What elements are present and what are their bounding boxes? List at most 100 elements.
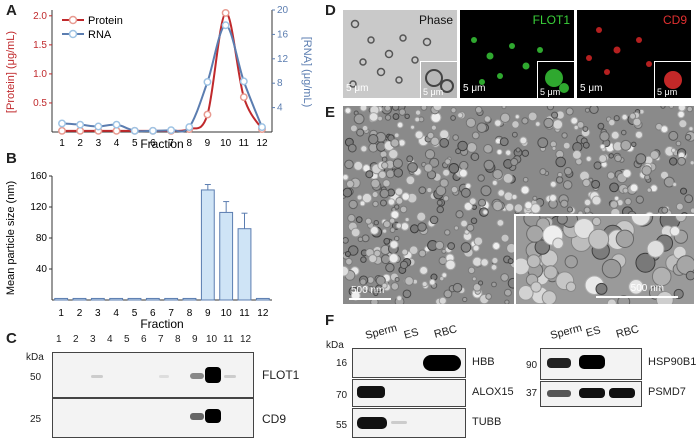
vesicle: [466, 142, 478, 153]
vesicle: [537, 137, 549, 149]
vesicle: [414, 130, 424, 140]
vesicle: [359, 278, 367, 286]
vesicle: [660, 106, 666, 109]
vesicle: [368, 112, 379, 122]
vesicle: [430, 124, 437, 131]
data-point-rna: [258, 123, 266, 132]
vesicle: [555, 176, 564, 184]
vesicle: [404, 276, 414, 286]
vesicle: [608, 118, 616, 127]
vesicle: [430, 136, 440, 147]
vesicle: [393, 132, 400, 139]
vesicle: [675, 202, 684, 211]
panel-letter-f: F: [325, 312, 335, 329]
vesicle: [582, 178, 591, 188]
em-inset-scale-bar: [596, 296, 678, 298]
x-tick-label: 12: [257, 308, 269, 319]
y2-tick-label: 4: [277, 103, 283, 114]
vesicle: [389, 240, 399, 250]
vesicle: [406, 155, 414, 163]
micrograph-inset-scale-cd9: 5 μm: [657, 87, 678, 97]
panel-letter-d: D: [325, 2, 336, 19]
series-line-rna: [61, 24, 263, 133]
vesicle: [500, 233, 510, 243]
vesicle: [452, 134, 459, 141]
vesicle: [552, 237, 564, 250]
data-point-rna: [130, 126, 139, 135]
y-tick-label: 1.0: [33, 69, 47, 80]
vesicle: [546, 106, 555, 111]
micrograph-flot1: FLOT1 5 μm 5 μm: [460, 10, 574, 98]
vesicle: [382, 220, 391, 229]
vesicle: [522, 176, 529, 183]
vesicle: [344, 250, 351, 258]
blot-c-flot1: [52, 352, 254, 398]
vesicle: [405, 175, 416, 186]
bar: [237, 228, 252, 301]
vesicle: [385, 262, 395, 273]
blot-c-label-cd9: CD9: [262, 412, 287, 426]
micrograph-cd9: CD9 5 μm 5 μm: [577, 10, 691, 98]
vesicle: [674, 216, 687, 223]
vesicle: [491, 281, 497, 288]
vesicle: [472, 244, 480, 252]
vesicle: [583, 206, 591, 214]
blot-f-right: Sperm ES RBC 90 37 HSP90B1 PSMD7: [526, 320, 700, 439]
vesicle: [591, 195, 602, 206]
data-point-protein: [239, 93, 248, 102]
vesicle: [395, 222, 403, 229]
vesicle: [387, 198, 396, 206]
vesicle: [492, 200, 503, 212]
vesicle: [478, 280, 484, 286]
vesicle: [343, 173, 349, 181]
x-tick-label: 9: [205, 308, 211, 319]
vesicle: [343, 237, 349, 244]
vesicle: [677, 156, 686, 166]
vesicle: [560, 199, 569, 208]
vesicle: [401, 248, 409, 256]
vesicle: [599, 143, 606, 150]
chart-a-legend: Protein RNA: [62, 15, 123, 41]
vesicle: [401, 192, 410, 201]
y-tick-label: 80: [36, 233, 48, 244]
vesicle: [470, 152, 480, 162]
data-point-rna: [76, 120, 85, 129]
vesicle: [466, 223, 475, 232]
blot-f-left: Sperm ES RBC kDa 16 70 55 HBB ALOX15 TUB…: [326, 320, 530, 439]
lane-label: 7: [158, 334, 164, 345]
vesicle: [521, 149, 530, 157]
blot-f-alox15: [352, 379, 466, 407]
band: [579, 355, 605, 369]
vesicle: [453, 225, 459, 231]
micrograph-scale-phase: 5 μm: [346, 83, 369, 94]
vesicle: [365, 170, 374, 179]
vesicle: [373, 291, 379, 297]
vesicle: [514, 114, 520, 120]
x-tick-label: 3: [96, 138, 102, 149]
em-inset: 500 nm: [514, 214, 694, 304]
vesicle: [614, 154, 622, 163]
vesicle: [426, 131, 435, 140]
vesicle: [672, 181, 678, 188]
x-tick-label: 5: [132, 308, 138, 319]
lane-label: 3: [90, 334, 96, 345]
vesicle: [361, 234, 370, 243]
vesicle: [585, 155, 592, 162]
vesicle: [530, 281, 542, 293]
vesicle: [348, 199, 358, 210]
vesicle: [457, 112, 464, 119]
vesicle: [439, 129, 450, 140]
band: [423, 355, 461, 371]
x-tick-label: 2: [77, 308, 83, 319]
vesicle: [409, 224, 419, 234]
micrograph-phase: Phase 5 μm 5 μm: [343, 10, 457, 98]
vesicle: [356, 128, 365, 137]
marker-90: 90: [526, 360, 538, 371]
vesicle: [543, 265, 558, 280]
vesicle: [513, 203, 524, 213]
vesicle: [420, 106, 428, 111]
vesicle: [629, 112, 637, 120]
vesicle: [447, 242, 456, 250]
vesicle: [400, 222, 410, 231]
